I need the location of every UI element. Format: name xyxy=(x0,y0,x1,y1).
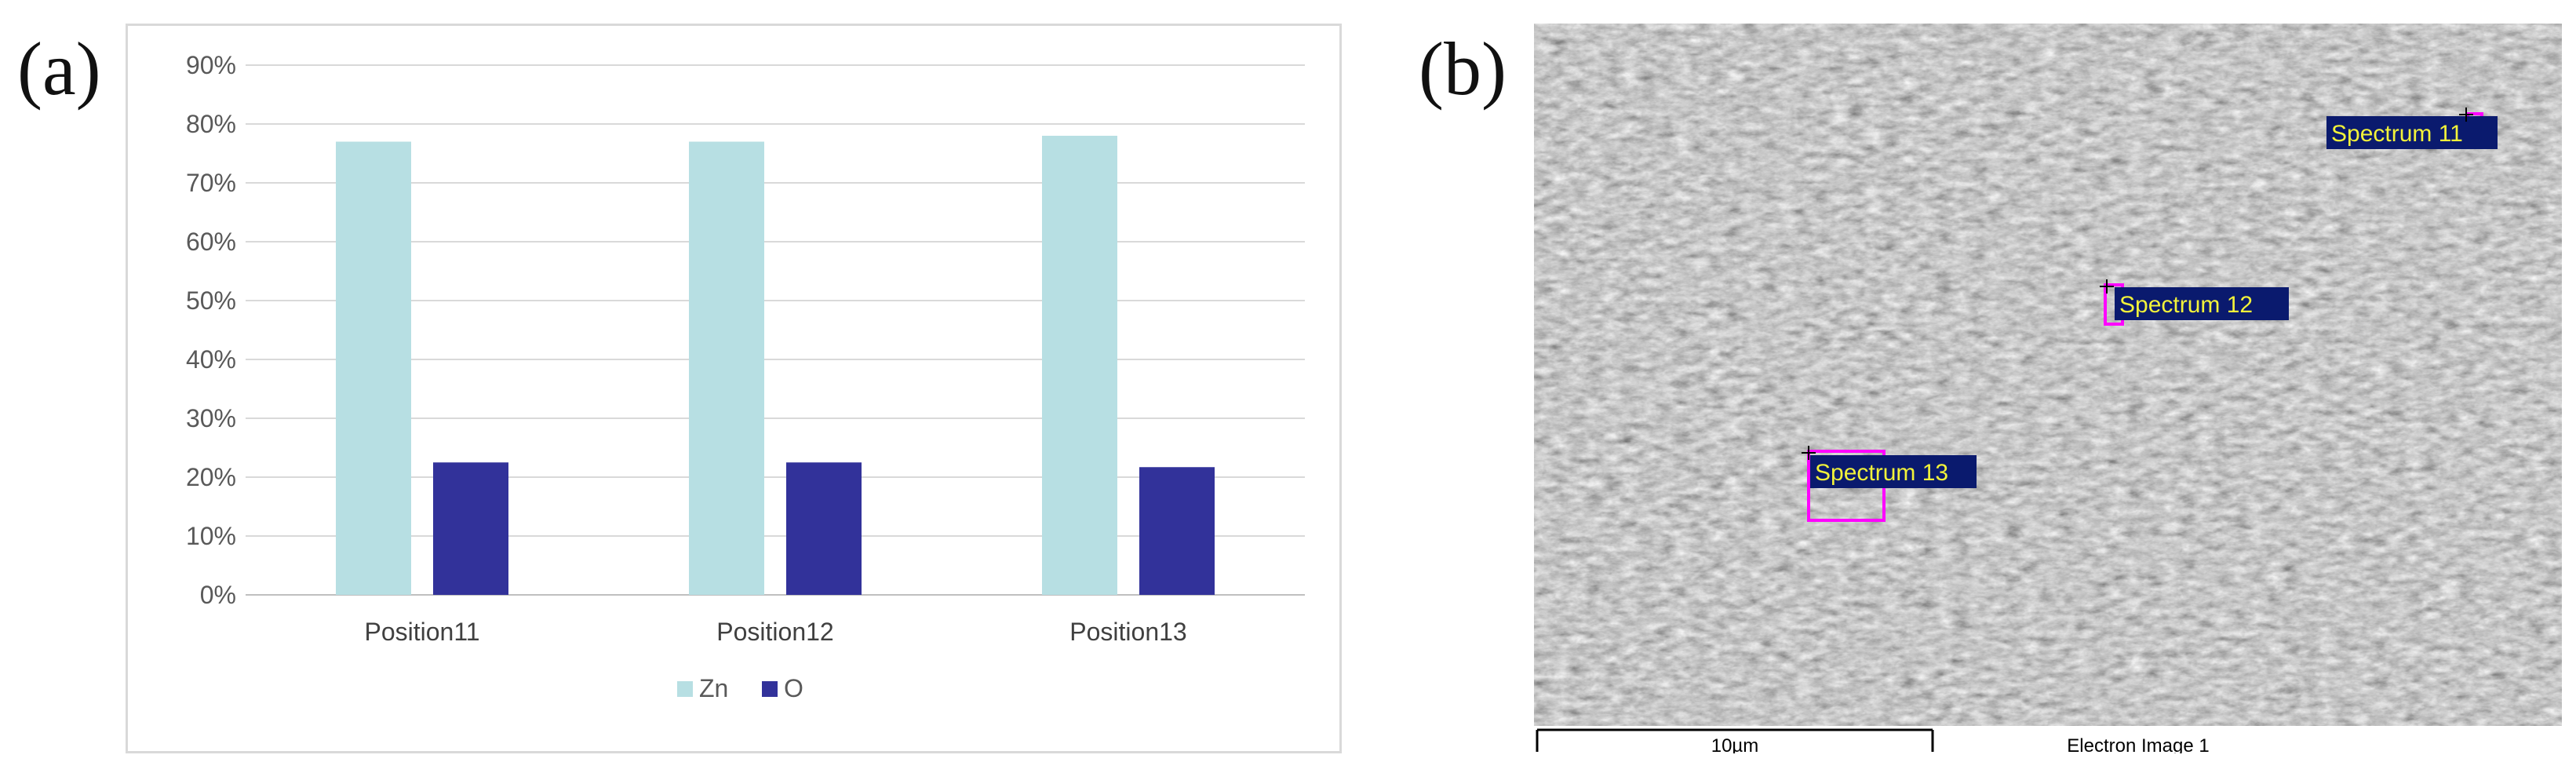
y-tick-label: 90% xyxy=(186,51,236,79)
spectrum-label-bg xyxy=(2115,287,2289,320)
y-tick-label: 20% xyxy=(186,463,236,491)
spectrum-label: Spectrum 12 xyxy=(2119,292,2253,318)
panel-label-b: (b) xyxy=(1419,27,1507,111)
spectrum-label: Spectrum 11 xyxy=(2331,121,2463,147)
x-tick-label: Position11 xyxy=(364,618,479,646)
y-tick-label: 10% xyxy=(186,522,236,550)
image-caption: Electron Image 1 xyxy=(2067,735,2209,753)
sem-image-panel: Spectrum 11 Spectrum 12 Spectrum 13 10µm E… xyxy=(1534,24,2562,753)
bar-zn-position11 xyxy=(336,141,411,595)
y-tick-label: 70% xyxy=(186,169,236,197)
bar-chart-frame: 0% 10% 20% 30% 40% 50% 60% 70% 80% 90% Position11 P… xyxy=(126,24,1342,753)
legend-label-o: O xyxy=(784,674,803,702)
x-tick-label: Position13 xyxy=(1069,618,1186,646)
bar-chart: 0% 10% 20% 30% 40% 50% 60% 70% 80% 90% Position11 P… xyxy=(186,51,1305,702)
sem-image: Spectrum 11 Spectrum 12 Spectrum 13 10µm E… xyxy=(1534,24,2562,753)
spectrum-label-bg xyxy=(1810,455,1977,488)
y-tick-label: 60% xyxy=(186,228,236,256)
y-tick-label: 50% xyxy=(186,286,236,315)
panel-label-a: (a) xyxy=(17,27,101,111)
bar-o-position12 xyxy=(786,462,862,595)
spectrum-label: Spectrum 13 xyxy=(1815,460,1948,486)
legend-label-zn: Zn xyxy=(699,674,728,702)
scale-bar-label: 10µm xyxy=(1711,735,1759,753)
y-tick-label: 30% xyxy=(186,404,236,432)
spectrum-label-bg xyxy=(2326,116,2498,149)
y-tick-label: 80% xyxy=(186,110,236,138)
y-tick-label: 0% xyxy=(200,581,236,609)
legend-swatch-o xyxy=(762,681,778,697)
bar-o-position11 xyxy=(433,462,508,595)
y-tick-label: 40% xyxy=(186,345,236,374)
x-tick-label: Position12 xyxy=(716,618,833,646)
bar-o-position13 xyxy=(1139,467,1215,595)
legend-swatch-zn xyxy=(677,681,693,697)
bar-zn-position13 xyxy=(1042,136,1117,595)
bar-zn-position12 xyxy=(689,141,764,595)
